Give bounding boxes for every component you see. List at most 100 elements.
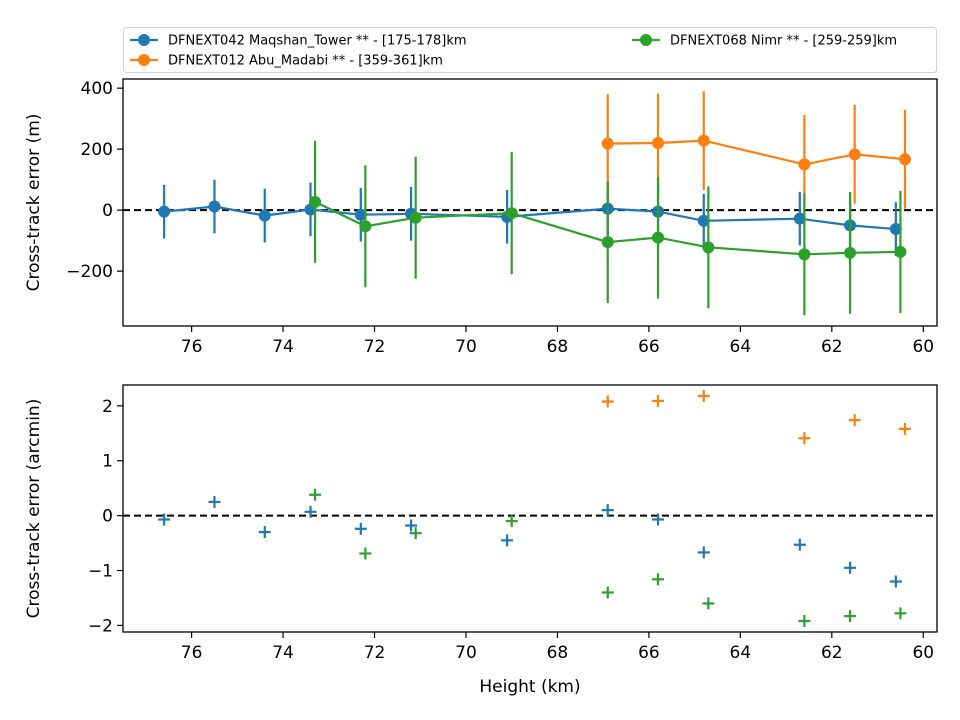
data-point: [158, 205, 171, 218]
data-point: [848, 414, 861, 427]
x-tick-label: 76: [181, 643, 203, 663]
data-point: [208, 495, 221, 508]
series-line: [607, 139, 906, 166]
data-point: [359, 220, 372, 233]
data-point: [697, 389, 710, 402]
x-tick-label: 76: [181, 337, 203, 357]
data-point: [798, 158, 811, 171]
y-tick-label: −2: [88, 616, 113, 636]
data-point: [208, 200, 221, 213]
y-tick-label: −1: [88, 562, 113, 582]
series-0: [158, 495, 902, 588]
legend-marker: [640, 34, 652, 46]
data-point: [354, 522, 367, 535]
x-tick-label: 66: [638, 643, 660, 663]
bottom-panel-cross-track-error-arcmin: 76 74 72 70 68 66 64 62 60 −2 −1 0 1 2 Cross-track err…: [24, 384, 938, 697]
x-tick-label: 70: [455, 337, 477, 357]
y-tick-label: 0: [102, 201, 113, 221]
data-point: [894, 607, 907, 620]
data-point: [601, 236, 614, 249]
data-point: [652, 573, 665, 586]
data-point: [505, 515, 518, 528]
legend-entry-0: DFNEXT042 Maqshan_Tower ** - [175-178]km: [130, 34, 467, 49]
x-tick-label: 64: [730, 337, 752, 357]
data-point: [889, 575, 902, 588]
legend-entry-1: DFNEXT012 Abu_Madabi ** - [359-361]km: [130, 54, 443, 69]
y-tick-label: 400: [81, 79, 113, 99]
x-tick-label: 74: [272, 643, 294, 663]
x-axis-label: Height (km): [479, 677, 580, 697]
data-point: [793, 212, 806, 225]
series-2: [309, 488, 907, 628]
y-tick-label: 2: [102, 397, 113, 417]
x-tick-label: 62: [821, 337, 843, 357]
data-point: [158, 513, 171, 526]
x-tick-label: 72: [364, 643, 386, 663]
data-point: [848, 148, 861, 161]
legend-label: DFNEXT042 Maqshan_Tower ** - [175-178]km: [168, 34, 467, 49]
data-point: [601, 137, 614, 150]
x-tick-label: 68: [547, 337, 569, 357]
data-point: [409, 211, 422, 224]
data-point: [889, 223, 902, 236]
data-point: [359, 547, 372, 560]
x-tick-label: 62: [821, 643, 843, 663]
x-tick-label: 66: [638, 337, 660, 357]
data-point: [354, 208, 367, 221]
data-point: [898, 422, 911, 435]
data-point: [309, 195, 322, 208]
x-tick-label: 74: [272, 337, 294, 357]
data-point: [258, 209, 271, 222]
axes-frame: [122, 78, 938, 327]
data-point: [652, 513, 665, 526]
series-line: [314, 200, 901, 256]
axes-frame: [122, 384, 938, 633]
data-point: [798, 248, 811, 261]
data-point: [405, 519, 418, 532]
y-tick-label: 0: [102, 507, 113, 527]
top-panel-cross-track-error-m: 76 74 72 70 68 66 64 62 60 −200 0 200 400 Cross-track…: [24, 78, 938, 357]
data-point: [702, 241, 715, 254]
y-axis-label: Cross-track error (m): [24, 114, 44, 292]
data-point: [652, 231, 665, 244]
legend-entry-2: DFNEXT068 Nimr ** - [259-259]km: [632, 34, 897, 49]
data-point: [652, 137, 665, 150]
data-point: [798, 615, 811, 628]
legend-label: DFNEXT068 Nimr ** - [259-259]km: [670, 34, 897, 49]
legend-box: [123, 27, 937, 73]
data-point: [844, 610, 857, 623]
x-tick-label: 70: [455, 643, 477, 663]
data-point: [898, 153, 911, 166]
series-1: [601, 91, 911, 214]
data-point: [601, 504, 614, 517]
series-1: [601, 389, 911, 445]
legend-label: DFNEXT012 Abu_Madabi ** - [359-361]km: [168, 54, 443, 69]
legend: DFNEXT042 Maqshan_Tower ** - [175-178]km…: [123, 27, 937, 73]
data-point: [894, 245, 907, 258]
legend-marker: [138, 54, 150, 66]
data-point: [501, 534, 514, 547]
data-point: [697, 134, 710, 147]
data-point: [601, 586, 614, 599]
x-tick-label: 60: [912, 337, 934, 357]
data-point: [798, 432, 811, 445]
data-point: [702, 597, 715, 610]
y-tick-label: 200: [81, 140, 113, 160]
data-point: [409, 527, 422, 540]
x-tick-label: 64: [730, 643, 752, 663]
x-tick-label: 68: [547, 643, 569, 663]
y-tick-label: 1: [102, 452, 113, 472]
data-point: [258, 526, 271, 539]
data-point: [652, 394, 665, 407]
data-point: [844, 561, 857, 574]
x-tick-label: 72: [364, 337, 386, 357]
data-point: [844, 246, 857, 259]
data-point: [304, 505, 317, 518]
y-tick-label: −200: [66, 262, 113, 282]
data-point: [309, 488, 322, 501]
data-point: [793, 538, 806, 551]
y-axis-label: Cross-track error (arcmin): [24, 399, 44, 619]
series-2: [309, 140, 907, 316]
data-point: [505, 207, 518, 220]
data-point: [601, 395, 614, 408]
